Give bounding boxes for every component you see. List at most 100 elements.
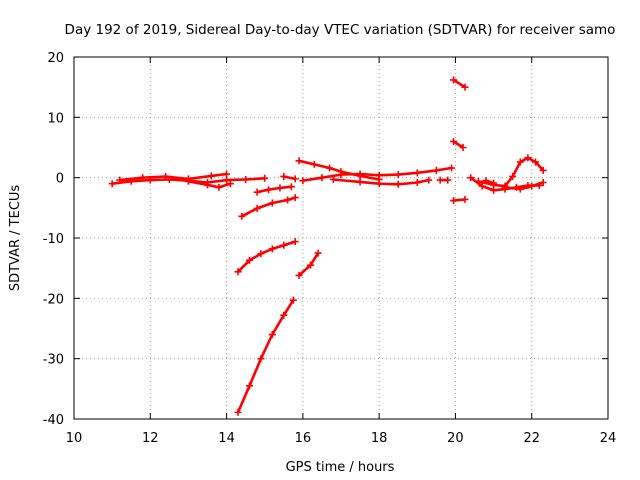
series-track-k xyxy=(299,164,456,185)
data-point xyxy=(291,238,299,246)
data-point xyxy=(280,241,288,249)
data-point xyxy=(329,175,337,183)
x-tick-label: 14 xyxy=(218,431,235,446)
data-point xyxy=(289,296,297,304)
data-point xyxy=(337,171,345,179)
data-point xyxy=(253,204,261,212)
data-point xyxy=(459,144,467,151)
data-point xyxy=(478,182,486,190)
data-point xyxy=(245,256,253,264)
data-point xyxy=(461,83,469,91)
series-track-o xyxy=(450,137,467,151)
data-point xyxy=(356,170,364,178)
data-point xyxy=(291,175,299,183)
data-point xyxy=(450,197,458,205)
data-point xyxy=(184,177,192,185)
data-point xyxy=(509,172,517,180)
data-point xyxy=(310,160,318,168)
plot-frame xyxy=(73,56,609,420)
series-line xyxy=(452,78,466,89)
data-point xyxy=(215,183,223,191)
series-line xyxy=(188,180,231,189)
data-point xyxy=(532,158,540,166)
data-series xyxy=(108,76,547,416)
data-point xyxy=(139,174,147,182)
data-point xyxy=(474,177,482,185)
data-point xyxy=(306,261,314,269)
data-point xyxy=(257,355,265,363)
series-track-h xyxy=(234,296,297,416)
data-point xyxy=(245,382,253,390)
x-tick-label: 10 xyxy=(66,431,83,446)
data-point xyxy=(287,183,295,191)
data-point xyxy=(425,176,433,184)
y-tick-label: 20 xyxy=(47,51,64,66)
data-point xyxy=(436,176,444,184)
data-point xyxy=(276,184,284,192)
x-tick-label: 22 xyxy=(523,431,540,446)
y-tick-label: 10 xyxy=(47,111,64,126)
y-tick-label: -30 xyxy=(43,353,64,368)
data-point xyxy=(539,178,547,186)
y-axis-label: SDTVAR / TECUs xyxy=(8,185,23,292)
data-point xyxy=(394,180,402,188)
x-tick-label: 12 xyxy=(142,431,159,446)
data-point xyxy=(280,311,288,319)
series-track-c xyxy=(184,177,234,191)
data-point xyxy=(238,212,246,220)
data-point xyxy=(268,331,276,339)
x-tick-label: 24 xyxy=(600,431,617,446)
data-point xyxy=(356,178,364,186)
data-point xyxy=(295,157,303,165)
data-point xyxy=(204,181,211,189)
y-tick-label: 0 xyxy=(56,172,64,187)
data-point xyxy=(490,179,498,187)
series-track-f xyxy=(280,172,299,183)
y-tick-label: -40 xyxy=(43,413,64,428)
data-point xyxy=(444,176,452,184)
data-point xyxy=(207,172,215,180)
data-point xyxy=(467,174,475,182)
data-point xyxy=(234,408,242,416)
series-line xyxy=(236,299,295,413)
data-point xyxy=(261,174,269,182)
series-track-i xyxy=(295,249,322,279)
series-line xyxy=(504,181,544,191)
data-point xyxy=(291,194,299,202)
data-point xyxy=(432,166,440,174)
data-point xyxy=(257,250,265,258)
series-line xyxy=(256,185,292,194)
x-tick-label: 20 xyxy=(447,431,464,446)
data-point xyxy=(268,199,276,207)
series-track-s xyxy=(501,178,547,193)
series-track-p xyxy=(450,195,469,205)
data-point xyxy=(524,154,532,162)
series-track-d xyxy=(238,194,299,220)
x-axis-label: GPS time / hours xyxy=(286,460,395,475)
chart-title: Day 192 of 2019, Sidereal Day-to-day VTE… xyxy=(65,22,616,38)
data-point xyxy=(299,177,307,185)
data-point xyxy=(528,182,536,190)
data-point xyxy=(226,180,234,188)
data-point xyxy=(234,268,242,276)
series-track-l xyxy=(329,175,433,188)
x-tick-label: 18 xyxy=(371,431,388,446)
series-line xyxy=(452,140,464,149)
series-track-m xyxy=(436,176,452,184)
data-point xyxy=(448,164,456,172)
data-point xyxy=(501,183,509,191)
data-point xyxy=(265,186,273,194)
data-point xyxy=(253,188,261,196)
data-point xyxy=(116,176,124,184)
series-track-t xyxy=(482,177,498,187)
data-point xyxy=(108,180,116,188)
data-point xyxy=(284,196,292,204)
data-point xyxy=(295,271,303,279)
series-track-n xyxy=(450,76,469,91)
data-point xyxy=(413,169,421,177)
axis-ticks: 10 12 14 16 18 20 22 24 -40 -30 -20 -10 0 10 20 xyxy=(43,51,617,446)
y-tick-label: -20 xyxy=(43,292,64,307)
data-point xyxy=(482,177,490,185)
data-point xyxy=(223,170,231,178)
